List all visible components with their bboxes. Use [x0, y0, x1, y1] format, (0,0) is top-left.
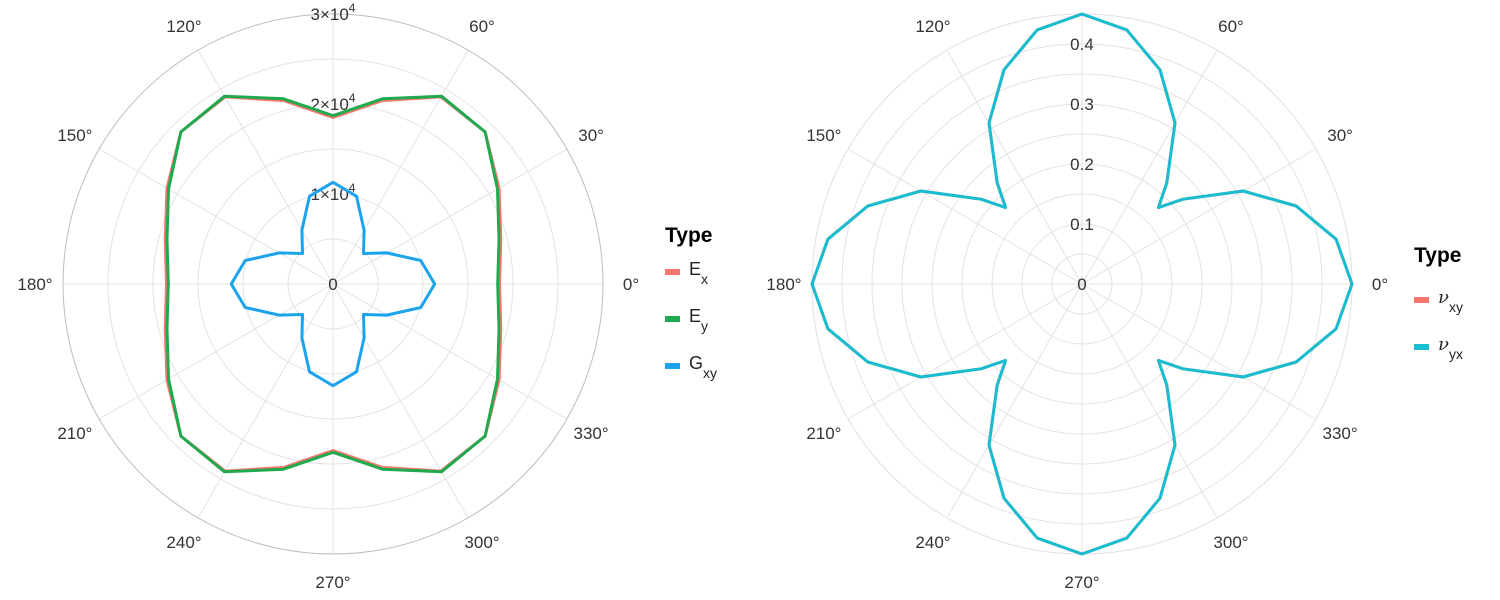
- grid-circle: [152, 103, 514, 465]
- legend-label: νxy: [1438, 287, 1463, 315]
- series-line-Gxy: [229, 180, 437, 388]
- theta-tick-label: 270°: [315, 573, 350, 592]
- theta-tick-label: 150°: [57, 126, 92, 145]
- theta-tick-label: 300°: [1213, 533, 1248, 552]
- series-line-νyx: [810, 12, 1354, 556]
- radial-tick-label: 2×104: [311, 91, 356, 114]
- grid-circle: [841, 43, 1323, 525]
- grid-circle: [1051, 253, 1113, 315]
- legend-label: Ex: [689, 259, 708, 287]
- theta-tick-label: 150°: [806, 126, 841, 145]
- legend-title: Type: [1414, 244, 1461, 267]
- grid-circle: [931, 133, 1233, 435]
- theta-tick-label: 60°: [469, 17, 495, 36]
- theta-tick-label: 0°: [1372, 275, 1388, 294]
- grid-circle: [871, 73, 1293, 495]
- radial-tick-label: 0.3: [1070, 95, 1094, 114]
- spoke-line: [1081, 283, 1317, 420]
- legend-label: νyx: [1438, 334, 1463, 362]
- polar-outer-circle: [62, 13, 604, 555]
- theta-tick-label: 270°: [1064, 573, 1099, 592]
- legend: Type νxy νyx: [1414, 244, 1463, 362]
- theta-tick-label: 30°: [578, 126, 604, 145]
- theta-tick-label: 240°: [166, 533, 201, 552]
- legend-title: Type: [665, 224, 712, 247]
- polar-chart-poisson: 0°30°60°90°120°150°180°210°240°270°300°3…: [766, 12, 1463, 592]
- theta-tick-label: 300°: [464, 533, 499, 552]
- spoke-line: [1081, 148, 1317, 285]
- spoke-line: [847, 283, 1083, 420]
- theta-tick-label: 330°: [574, 424, 609, 443]
- spoke-line: [946, 49, 1083, 285]
- grid-circle: [242, 193, 424, 375]
- radial-tick-label: 0.1: [1070, 215, 1094, 234]
- spoke-line: [1081, 283, 1218, 519]
- legend-key: [1414, 297, 1429, 303]
- radial-tick-label: 3×104: [311, 1, 356, 24]
- polar-chart-moduli: 0°30°60°90°120°150°180°210°240°270°300°3…: [17, 1, 717, 592]
- legend: Type Ex Ey Gxy: [665, 224, 717, 381]
- spoke-line: [946, 283, 1083, 519]
- legend-label: Ey: [689, 306, 708, 334]
- spoke-line: [847, 148, 1083, 285]
- grid-circle: [287, 238, 379, 330]
- grid-circle: [197, 148, 469, 420]
- radial-tick-label: 0: [1077, 275, 1086, 294]
- legend-key: [665, 269, 680, 275]
- theta-tick-label: 30°: [1327, 126, 1353, 145]
- theta-tick-label: 210°: [57, 424, 92, 443]
- grid-circle: [1021, 223, 1143, 345]
- grid-circle: [107, 58, 559, 510]
- theta-tick-label: 60°: [1218, 17, 1244, 36]
- series-line-Ey: [165, 94, 501, 474]
- radial-tick-label: 0.4: [1070, 35, 1094, 54]
- theta-tick-label: 120°: [915, 17, 950, 36]
- legend-label: Gxy: [689, 353, 717, 381]
- theta-tick-label: 210°: [806, 424, 841, 443]
- theta-tick-label: 0°: [623, 275, 639, 294]
- polar-grid: [62, 13, 604, 555]
- theta-tick-label: 180°: [17, 275, 52, 294]
- radial-tick-label: 0.2: [1070, 155, 1094, 174]
- theta-tick-label: 180°: [766, 275, 801, 294]
- legend-key: [1414, 344, 1429, 350]
- grid-circle: [961, 163, 1203, 405]
- theta-tick-label: 330°: [1323, 424, 1358, 443]
- grid-circle: [991, 193, 1173, 375]
- theta-tick-label: 240°: [915, 533, 950, 552]
- legend-key: [665, 316, 680, 322]
- spoke-line: [1081, 49, 1218, 285]
- radial-tick-label: 0: [328, 275, 337, 294]
- grid-circle: [901, 103, 1263, 465]
- legend-key: [665, 363, 680, 369]
- theta-tick-label: 120°: [166, 17, 201, 36]
